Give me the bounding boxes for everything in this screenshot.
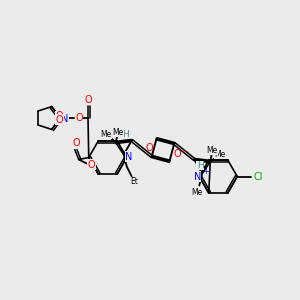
Text: Me: Me [112, 128, 123, 137]
Text: N: N [125, 152, 132, 161]
Text: N: N [194, 172, 201, 182]
Text: O: O [84, 95, 92, 105]
Text: O: O [56, 111, 64, 122]
Text: O: O [75, 113, 83, 123]
Text: O: O [73, 139, 81, 148]
Text: O: O [56, 115, 64, 124]
Text: H: H [197, 161, 204, 170]
Text: Et: Et [130, 177, 138, 186]
Text: Me: Me [192, 188, 203, 197]
Text: Me: Me [207, 146, 218, 155]
Text: N: N [61, 114, 69, 124]
Text: Me: Me [100, 130, 111, 139]
Text: O: O [146, 143, 153, 153]
Text: Me: Me [214, 150, 226, 159]
Text: H: H [122, 130, 129, 139]
Text: Cl: Cl [254, 172, 263, 182]
Text: +: + [202, 167, 209, 176]
Text: O: O [88, 160, 96, 170]
Text: ⁻: ⁻ [183, 149, 188, 159]
Text: O: O [174, 149, 181, 159]
